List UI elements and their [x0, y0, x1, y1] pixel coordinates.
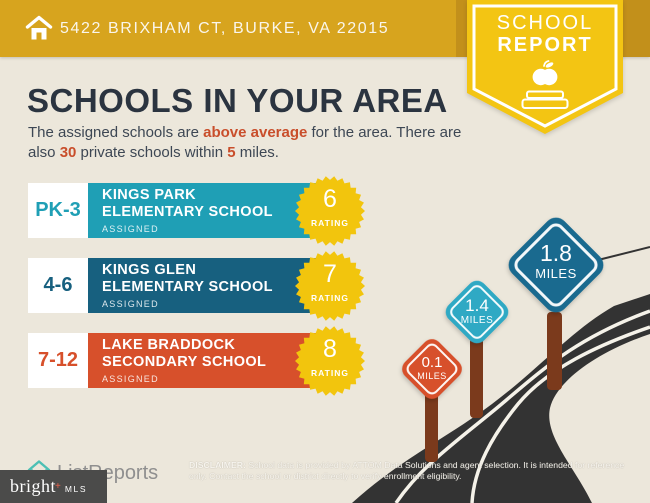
subtitle-text: The assigned schools are: [28, 124, 204, 141]
subtitle-text: for the area. There are: [307, 124, 462, 141]
distance-unit: MILES: [535, 266, 577, 281]
home-icon: [25, 15, 53, 47]
subtitle-accent-radius: 5: [227, 144, 236, 161]
subtitle-text: private schools within: [76, 144, 228, 161]
disclaimer-text: School data is provided by ATTOM Data So…: [189, 460, 625, 481]
brightmls-logo: bright + MLS: [0, 470, 107, 503]
school-row-kings-park: PK-3 KINGS PARK ELEMENTARY SCHOOL ASSIGN…: [28, 176, 400, 246]
sign-post: [470, 338, 483, 418]
sign-post: [425, 392, 438, 462]
school-report-badge: SCHOOL REPORT: [467, 0, 623, 138]
distance-sign-text: 1.8 MILES: [516, 240, 596, 281]
rating-value: 6: [323, 185, 337, 213]
subtitle-text: also: [28, 144, 60, 161]
distance-unit: MILES: [417, 371, 447, 381]
school-bar: LAKE BRADDOCK SECONDARY SCHOOL ASSIGNED: [88, 333, 330, 388]
rating-label: RATING: [311, 293, 349, 303]
disclaimer: DISCLAIMER: School data is provided by A…: [189, 460, 631, 482]
subtitle-text: miles.: [235, 144, 279, 161]
rating-starburst: 8 RATING: [295, 326, 365, 396]
brightmls-wordmark: bright: [10, 476, 56, 496]
assigned-label: ASSIGNED: [102, 374, 159, 384]
rating-starburst: 7 RATING: [295, 251, 365, 321]
school-row-kings-glen: 4-6 KINGS GLEN ELEMENTARY SCHOOL ASSIGNE…: [28, 251, 400, 321]
rating-label: RATING: [311, 368, 349, 378]
rating-starburst: 6 RATING: [295, 176, 365, 246]
sign-post: [547, 312, 562, 390]
school-name-line2: ELEMENTARY SCHOOL: [102, 204, 273, 220]
distance-sign-text: 0.1 MILES: [402, 354, 462, 381]
rating-value: 8: [323, 335, 337, 363]
school-name-line1: KINGS GLEN: [102, 262, 197, 278]
assigned-label: ASSIGNED: [102, 224, 159, 234]
school-bar: KINGS PARK ELEMENTARY SCHOOL ASSIGNED: [88, 183, 330, 238]
subtitle-accent-above-average: above average: [203, 124, 308, 141]
school-name-line1: KINGS PARK: [102, 187, 196, 203]
school-name-line1: LAKE BRADDOCK: [102, 337, 236, 353]
rating-label: RATING: [311, 218, 349, 228]
property-address: 5422 BRIXHAM CT, BURKE, VA 22015: [60, 19, 390, 37]
distance-value: 1.8: [540, 240, 572, 266]
rating-value: 7: [323, 260, 337, 288]
grade-range: PK-3: [28, 183, 88, 238]
school-bar: KINGS GLEN ELEMENTARY SCHOOL ASSIGNED: [88, 258, 330, 313]
subtitle-accent-count: 30: [59, 144, 77, 161]
grade-range: 4-6: [28, 258, 88, 313]
school-name-line2: SECONDARY SCHOOL: [102, 354, 267, 370]
book-icon: [521, 90, 569, 115]
distance-sign-text: 1.4 MILES: [447, 296, 507, 326]
brightmls-star-icon: +: [55, 481, 61, 492]
page-title: SCHOOLS IN YOUR AREA: [27, 82, 448, 119]
school-row-lake-braddock: 7-12 LAKE BRADDOCK SECONDARY SCHOOL ASSI…: [28, 326, 400, 396]
distance-unit: MILES: [460, 315, 494, 326]
distance-value: 1.4: [465, 296, 489, 315]
subtitle: The assigned schools are above average f…: [28, 123, 468, 163]
badge-title-line2: REPORT: [497, 34, 593, 56]
disclaimer-label: DISCLAIMER:: [189, 460, 246, 470]
badge-title-line1: SCHOOL: [496, 12, 594, 34]
grade-range: 7-12: [28, 333, 88, 388]
brightmls-suffix: MLS: [64, 483, 88, 494]
school-name-line2: ELEMENTARY SCHOOL: [102, 279, 273, 295]
assigned-label: ASSIGNED: [102, 299, 159, 309]
distance-value: 0.1: [421, 354, 443, 371]
apple-icon: [529, 60, 561, 93]
